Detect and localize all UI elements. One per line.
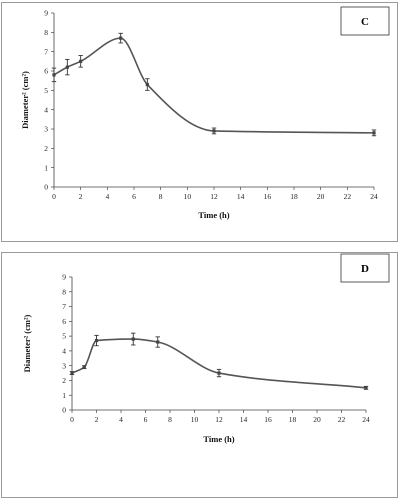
y-tick-label-d: 8 [62, 287, 66, 296]
x-tick-label-d: 8 [168, 415, 172, 424]
y-tick-label-d: 6 [62, 317, 66, 326]
panel-label-box-c [340, 6, 390, 36]
y-tick-label-c: 6 [44, 67, 48, 76]
data-point-c [79, 59, 83, 63]
x-tick-label-d: 0 [70, 415, 74, 424]
y-tick-label-d: 7 [62, 302, 66, 311]
x-tick-label-c: 8 [159, 192, 163, 201]
y-tick-label-c: 5 [44, 86, 48, 95]
data-point-c [52, 73, 56, 77]
data-point-d [217, 371, 221, 375]
y-tick-label-c: 3 [44, 125, 48, 134]
x-tick-label-d: 4 [119, 415, 123, 424]
x-tick-label-c: 24 [370, 192, 378, 201]
y-axis-title-c: Diameter² (cm²) [20, 71, 30, 129]
y-tick-label-d: 9 [62, 273, 66, 282]
data-point-d [94, 338, 99, 343]
chart-panel-c: 0 2 4 6 8 10 12 14 16 18 20 22 24 0 1 2 3 4 5 6 7 8 9 Time (h) D… [1, 2, 398, 242]
x-tick-label-c: 10 [184, 192, 192, 201]
x-tick-label-c: 14 [237, 192, 245, 201]
panel-label-c: C [361, 16, 369, 28]
data-point-c [119, 36, 123, 40]
x-tick-label-d: 16 [264, 415, 272, 424]
y-tick-label-d: 1 [62, 391, 66, 400]
panel-label-box-d [340, 253, 390, 283]
x-tick-label-c: 4 [105, 192, 109, 201]
x-tick-label-c: 16 [264, 192, 272, 201]
x-tick-label-d: 6 [144, 415, 148, 424]
x-axis-title-c: Time (h) [198, 210, 229, 220]
y-tick-label-d: 0 [62, 406, 66, 415]
data-point-d [82, 365, 86, 369]
y-tick-label-c: 4 [44, 105, 48, 114]
x-tick-label-d: 10 [191, 415, 199, 424]
series-line-d [71, 338, 367, 389]
data-point-d [131, 337, 135, 341]
data-point-d [364, 386, 368, 390]
y-tick-label-c: 2 [44, 144, 48, 153]
y-tick-label-c: 7 [44, 47, 48, 56]
y-tick-label-c: 0 [44, 183, 48, 192]
x-tick-label-c: 0 [52, 192, 56, 201]
y-tick-label-d: 2 [62, 376, 66, 385]
x-tick-label-d: 2 [95, 415, 99, 424]
x-tick-label-d: 18 [289, 415, 297, 424]
x-tick-label-d: 14 [240, 415, 248, 424]
data-point-d [156, 340, 160, 344]
y-tick-label-d: 4 [62, 346, 66, 355]
x-tick-label-c: 2 [79, 192, 83, 201]
chart-panel-d: 0 2 4 6 8 10 12 14 16 18 20 22 24 0 1 2 3 4 5 6 7 8 9 Time (h) D… [1, 252, 398, 498]
y-tick-label-c: 1 [44, 163, 48, 172]
x-axis-title-d: Time (h) [203, 434, 234, 444]
y-tick-label-c: 8 [44, 28, 48, 37]
data-point-c [65, 65, 69, 69]
x-tick-label-c: 6 [132, 192, 136, 201]
y-tick-label-d: 5 [62, 332, 66, 341]
series-line-c [53, 37, 375, 134]
x-tick-label-d: 20 [313, 415, 321, 424]
y-tick-label-d: 3 [62, 361, 66, 370]
panel-label-d: D [361, 263, 369, 275]
y-axis-title-d: Diameter² (cm²) [22, 314, 32, 372]
x-tick-label-d: 12 [215, 415, 223, 424]
x-tick-label-d: 24 [362, 415, 370, 424]
x-tick-label-c: 20 [317, 192, 325, 201]
y-tick-label-c: 9 [44, 9, 48, 18]
x-tick-label-c: 22 [344, 192, 352, 201]
data-point-c [212, 129, 216, 133]
data-point-c [372, 131, 376, 135]
data-point-c [145, 82, 149, 87]
x-tick-label-d: 22 [338, 415, 346, 424]
x-tick-label-c: 12 [210, 192, 218, 201]
x-tick-label-c: 18 [290, 192, 298, 201]
data-point-d [70, 371, 74, 375]
